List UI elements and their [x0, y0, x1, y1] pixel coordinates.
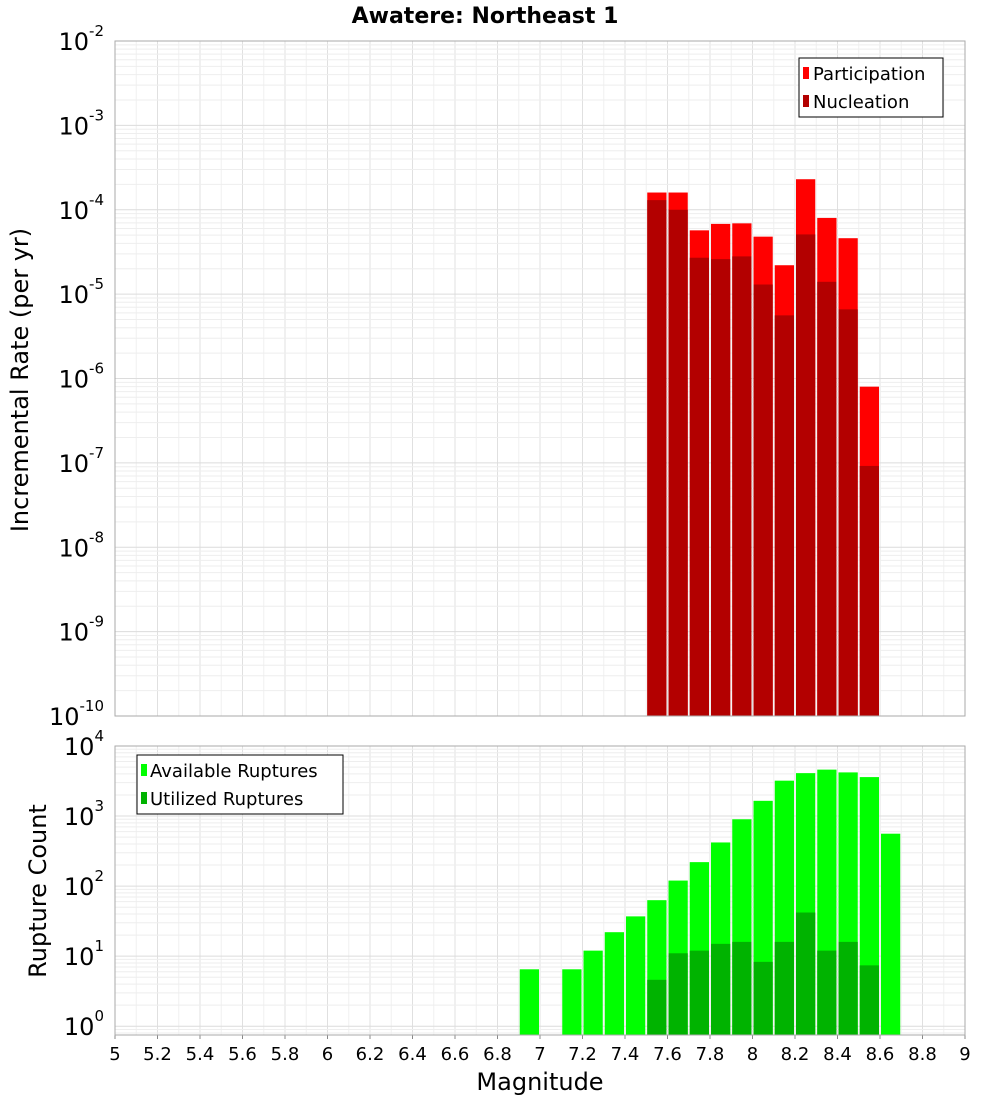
x-tick-label: 7.8: [696, 1044, 725, 1065]
legend-swatch-utilized: [141, 792, 147, 804]
bar-available: [881, 833, 901, 1035]
y-tick-label: 10-4: [58, 191, 104, 225]
y-tick-label: 10-7: [58, 444, 104, 478]
bar-utilized: [838, 941, 858, 1035]
legend-label-utilized: Utilized Ruptures: [150, 789, 303, 810]
legend-label-available: Available Ruptures: [150, 761, 318, 782]
bar-nucleation: [711, 259, 731, 716]
y-tick-label: 10-5: [58, 275, 104, 309]
y-tick-label: 103: [64, 797, 104, 831]
x-tick-label: 6.8: [483, 1044, 512, 1065]
bar-available: [626, 916, 646, 1035]
bar-nucleation: [774, 315, 794, 716]
bar-utilized: [711, 943, 731, 1035]
x-tick-label: 6.6: [441, 1044, 470, 1065]
bar-available: [519, 969, 539, 1035]
bar-nucleation: [838, 309, 858, 716]
bar-nucleation: [668, 209, 688, 716]
rate-y-axis-label: Incremental Rate (per yr): [6, 228, 34, 532]
bar-utilized: [689, 950, 709, 1035]
bar-utilized: [774, 941, 794, 1035]
x-tick-label: 6: [322, 1044, 333, 1065]
y-tick-label: 10-3: [58, 106, 104, 140]
y-tick-label: 10-6: [58, 360, 104, 394]
bar-utilized: [668, 953, 688, 1035]
bar-nucleation: [859, 465, 879, 716]
bar-nucleation: [689, 257, 709, 716]
count-legend: Available Ruptures Utilized Ruptures: [136, 754, 344, 815]
bar-utilized: [817, 950, 837, 1035]
bar-utilized: [732, 941, 752, 1035]
bar-utilized: [753, 961, 773, 1035]
x-tick-label: 9: [959, 1044, 970, 1065]
y-tick-label: 10-2: [58, 22, 104, 56]
x-tick-label: 5.2: [143, 1044, 172, 1065]
x-tick-label: 7.6: [653, 1044, 682, 1065]
legend-swatch-participation: [803, 67, 809, 79]
rate-legend: Participation Nucleation: [798, 57, 944, 118]
x-tick-label: 6.4: [398, 1044, 427, 1065]
chart-title: Awatere: Northeast 1: [352, 4, 619, 29]
x-tick-label: 8.4: [823, 1044, 852, 1065]
bar-nucleation: [796, 234, 816, 716]
count-panel: 100 101 102 103 104 5 5.2 5.4 5.6 5.8 6 6.2 6.4 6.6 6…: [24, 727, 971, 1096]
rate-plot-frame: [114, 40, 966, 717]
x-tick-label: 8.8: [908, 1044, 937, 1065]
x-tick-label: 8: [747, 1044, 758, 1065]
x-tick-label: 7: [534, 1044, 545, 1065]
x-tick-label: 7.2: [568, 1044, 597, 1065]
count-y-axis-label: Rupture Count: [24, 804, 52, 978]
legend-label-participation: Participation: [813, 64, 925, 85]
count-plot-frame: [114, 745, 966, 1036]
bar-utilized: [796, 912, 816, 1035]
bar-available: [562, 969, 582, 1035]
x-tick-label: 8.2: [781, 1044, 810, 1065]
y-tick-label: 104: [64, 727, 104, 761]
bar-available: [604, 932, 624, 1035]
x-tick-label: 5: [109, 1044, 120, 1065]
x-tick-label: 5.4: [186, 1044, 215, 1065]
x-tick-label: 7.4: [611, 1044, 640, 1065]
y-tick-label: 101: [64, 937, 104, 971]
x-tick-label: 6.2: [356, 1044, 385, 1065]
rate-panel: 10-10 10-9 10-8 10-7 10-6 10-5 10-4 10-3 10-2 Pa…: [6, 22, 966, 731]
legend-label-nucleation: Nucleation: [813, 92, 909, 113]
legend-swatch-nucleation: [803, 95, 809, 107]
y-tick-label: 10-10: [49, 697, 104, 731]
bar-utilized: [859, 965, 879, 1035]
y-tick-label: 100: [64, 1007, 104, 1041]
x-tick-label: 5.8: [271, 1044, 300, 1065]
y-tick-label: 102: [64, 867, 104, 901]
bar-available: [583, 950, 603, 1035]
legend-swatch-available: [141, 764, 147, 776]
bar-utilized: [647, 979, 667, 1035]
bar-nucleation: [753, 284, 773, 716]
bar-nucleation: [817, 281, 837, 716]
x-tick-label: 5.6: [228, 1044, 257, 1065]
y-tick-label: 10-9: [58, 613, 104, 647]
x-tick-label: 8.6: [866, 1044, 895, 1065]
bar-nucleation: [647, 200, 667, 716]
bar-nucleation: [732, 256, 752, 716]
y-tick-label: 10-8: [58, 528, 104, 562]
x-axis-label: Magnitude: [476, 1068, 603, 1096]
